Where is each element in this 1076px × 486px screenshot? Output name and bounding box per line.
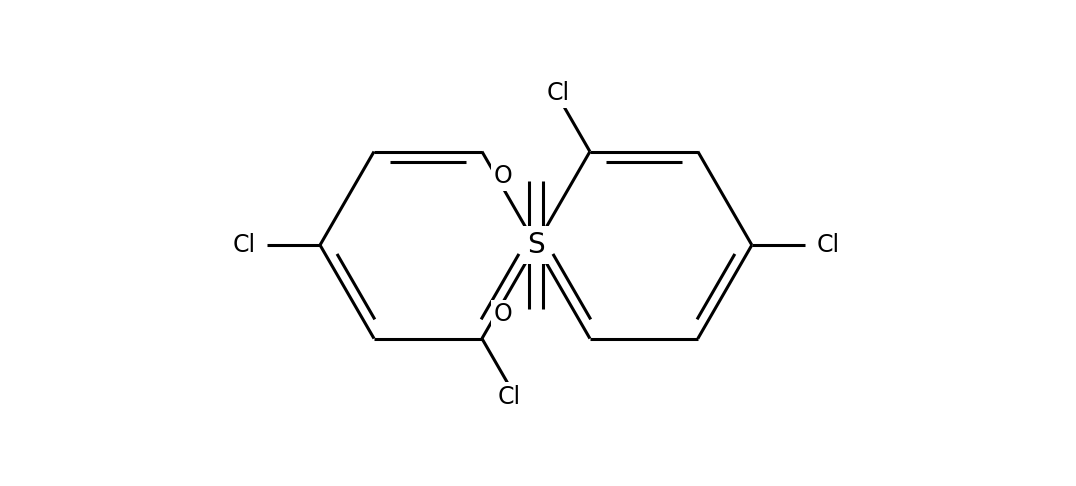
Text: S: S xyxy=(527,231,544,259)
Text: O: O xyxy=(494,164,512,188)
Text: Cl: Cl xyxy=(497,385,521,409)
Text: Cl: Cl xyxy=(817,233,839,257)
Text: Cl: Cl xyxy=(232,233,255,257)
Text: O: O xyxy=(494,302,512,326)
Text: Cl: Cl xyxy=(547,81,569,105)
